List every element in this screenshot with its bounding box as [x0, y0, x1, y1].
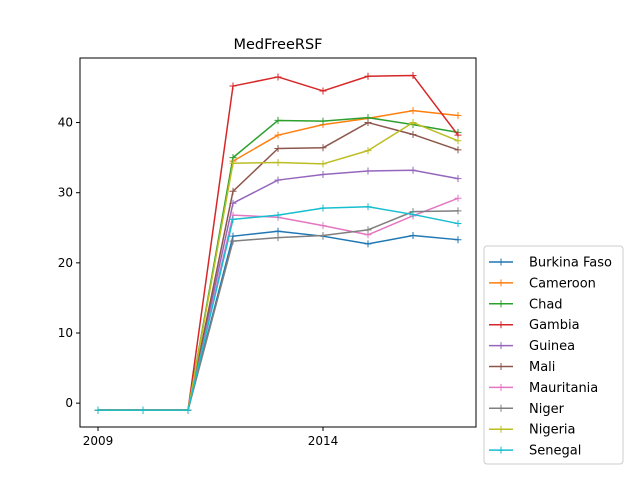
data-point — [274, 144, 282, 152]
data-point — [409, 231, 417, 239]
data-point — [454, 236, 462, 244]
axis-layer: 2009 2014 0 10 20 30 40 — [58, 116, 339, 448]
data-point — [409, 210, 417, 218]
data-point — [274, 131, 282, 139]
legend-marker — [497, 342, 505, 350]
data-point — [274, 116, 282, 124]
data-point — [274, 73, 282, 81]
legend-item: Burkina Faso — [489, 256, 612, 271]
legend-marker — [497, 383, 505, 391]
data-point — [364, 240, 372, 248]
data-point — [454, 194, 462, 202]
data-point — [454, 146, 462, 154]
legend: Burkina Faso Cameroon Chad Gambia Guinea Mali… — [483, 245, 624, 465]
legend-item: Chad — [489, 297, 563, 312]
data-point — [319, 144, 327, 152]
legend-item: Niger — [489, 402, 565, 417]
y-tick-label: 0 — [65, 396, 73, 410]
data-point — [454, 175, 462, 183]
legend-label: Chad — [529, 297, 563, 312]
legend-label: Burkina Faso — [529, 256, 612, 271]
data-point — [229, 82, 237, 90]
series-group — [94, 203, 462, 414]
data-point — [319, 87, 327, 95]
data-point — [274, 211, 282, 219]
data-point — [274, 176, 282, 184]
legend-label: Niger — [529, 402, 565, 417]
data-point — [229, 159, 237, 167]
chart-title: MedFreeRSF — [233, 37, 322, 53]
x-tick-label: 2014 — [308, 434, 339, 448]
series-layer — [94, 72, 462, 414]
data-point — [229, 187, 237, 195]
plot-frame — [79, 57, 477, 428]
legend-label: Guinea — [529, 339, 575, 354]
y-tick-label: 10 — [58, 326, 73, 340]
data-point — [454, 220, 462, 228]
legend-item: Cameroon — [489, 276, 596, 291]
legend-item: Nigeria — [489, 423, 576, 438]
legend-item: Gambia — [489, 318, 580, 333]
legend-label: Mauritania — [529, 381, 598, 396]
data-point — [229, 215, 237, 223]
legend-label: Cameroon — [529, 276, 596, 291]
y-tick-label: 20 — [58, 256, 73, 270]
legend-label: Mali — [529, 360, 555, 375]
data-point — [364, 203, 372, 211]
data-point — [184, 406, 192, 414]
data-point — [364, 167, 372, 175]
data-point — [454, 207, 462, 215]
data-point — [319, 170, 327, 178]
data-point — [139, 406, 147, 414]
data-point — [319, 160, 327, 168]
legend-box — [483, 245, 624, 465]
plot-area — [80, 58, 476, 427]
data-point — [274, 227, 282, 235]
data-point — [364, 226, 372, 234]
data-point — [274, 159, 282, 167]
data-point — [409, 119, 417, 127]
legend-item: Mauritania — [489, 381, 598, 396]
legend-marker — [497, 425, 505, 433]
legend-marker — [497, 446, 505, 454]
data-point — [364, 119, 372, 127]
data-point — [274, 234, 282, 242]
data-point — [94, 406, 102, 414]
data-point — [409, 72, 417, 80]
legend-label: Nigeria — [529, 423, 576, 438]
legend-marker — [497, 279, 505, 287]
data-point — [229, 237, 237, 245]
legend-marker — [497, 404, 505, 412]
legend-item: Guinea — [489, 339, 575, 354]
legend-marker — [497, 363, 505, 370]
x-tick-label: 2009 — [83, 434, 114, 448]
data-point — [454, 137, 462, 145]
data-point — [454, 112, 462, 120]
data-point — [319, 117, 327, 125]
y-tick-label: 40 — [58, 116, 73, 130]
legend-marker — [497, 321, 505, 329]
data-point — [319, 231, 327, 239]
data-point — [319, 204, 327, 212]
y-tick-label: 30 — [58, 186, 73, 200]
legend-label: Gambia — [529, 318, 580, 333]
data-point — [364, 72, 372, 80]
legend-label: Senegal — [529, 444, 581, 459]
data-point — [319, 222, 327, 230]
legend-marker — [497, 258, 505, 266]
data-point — [364, 147, 372, 155]
legend-marker — [497, 300, 505, 308]
data-point — [409, 107, 417, 115]
data-point — [409, 166, 417, 174]
legend-item: Mali — [489, 360, 555, 375]
legend-item: Senegal — [489, 444, 581, 459]
data-point — [409, 130, 417, 138]
